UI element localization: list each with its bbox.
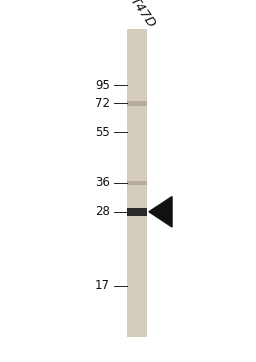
Text: 55: 55: [95, 126, 110, 139]
Bar: [127, 208, 147, 216]
Bar: [127, 29, 147, 337]
Text: 95: 95: [95, 79, 110, 92]
Polygon shape: [149, 197, 172, 227]
Text: 36: 36: [95, 176, 110, 189]
Bar: [127, 101, 147, 106]
Text: T47D: T47D: [127, 0, 158, 31]
Text: 17: 17: [95, 279, 110, 292]
Bar: [127, 181, 147, 185]
Text: 28: 28: [95, 205, 110, 218]
Text: 72: 72: [95, 97, 110, 110]
